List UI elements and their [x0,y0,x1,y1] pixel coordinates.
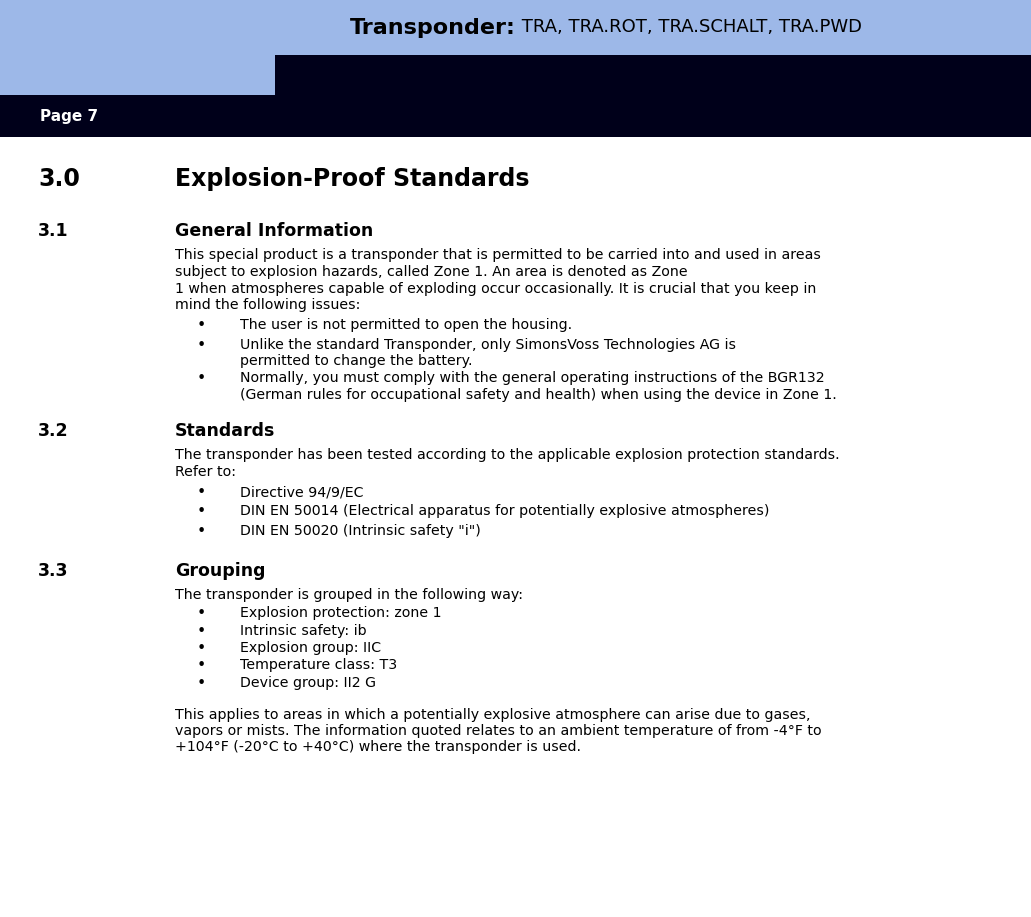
Text: •: • [197,485,206,500]
Text: •: • [197,658,206,673]
Text: •: • [197,624,206,638]
Text: 3.1: 3.1 [38,223,69,240]
Text: This applies to areas in which a potentially explosive atmosphere can arise due : This applies to areas in which a potenti… [175,708,810,722]
Text: Explosion-Proof Standards: Explosion-Proof Standards [175,167,530,191]
Text: The transponder is grouped in the following way:: The transponder is grouped in the follow… [175,588,523,602]
Text: The user is not permitted to open the housing.: The user is not permitted to open the ho… [240,318,572,333]
Text: Directive 94/9/EC: Directive 94/9/EC [240,485,364,499]
Text: DIN EN 50014 (Electrical apparatus for potentially explosive atmospheres): DIN EN 50014 (Electrical apparatus for p… [240,504,769,518]
Text: mind the following issues:: mind the following issues: [175,298,361,312]
Text: Standards: Standards [175,422,275,440]
Text: Explosion protection: zone 1: Explosion protection: zone 1 [240,606,441,620]
Text: Intrinsic safety: ib: Intrinsic safety: ib [240,624,367,637]
Text: vapors or mists. The information quoted relates to an ambient temperature of fro: vapors or mists. The information quoted … [175,724,822,738]
Text: 1 when atmospheres capable of exploding occur occasionally. It is crucial that y: 1 when atmospheres capable of exploding … [175,282,817,295]
Text: •: • [197,606,206,621]
Text: •: • [197,371,206,386]
Text: •: • [197,524,206,539]
Text: 3.3: 3.3 [38,561,68,580]
Text: subject to explosion hazards, called Zone 1. An area is denoted as Zone: subject to explosion hazards, called Zon… [175,265,688,279]
Text: Grouping: Grouping [175,561,266,580]
Text: •: • [197,338,206,353]
Text: 3.2: 3.2 [38,422,69,440]
Text: Transponder:: Transponder: [350,17,516,38]
Bar [0,55,275,95]
Text: TRA, TRA.ROT, TRA.SCHALT, TRA.PWD: TRA, TRA.ROT, TRA.SCHALT, TRA.PWD [516,18,862,37]
Text: Temperature class: T3: Temperature class: T3 [240,658,397,672]
Text: 3.0: 3.0 [38,167,79,191]
Text: Normally, you must comply with the general operating instructions of the BGR132: Normally, you must comply with the gener… [240,371,825,385]
Text: •: • [197,504,206,520]
Text: (German rules for occupational safety and health) when using the device in Zone : (German rules for occupational safety an… [240,388,837,402]
Text: +104°F (-20°C to +40°C) where the transponder is used.: +104°F (-20°C to +40°C) where the transp… [175,741,581,755]
Text: •: • [197,318,206,334]
Text: Device group: II2 G: Device group: II2 G [240,676,376,690]
Text: Unlike the standard Transponder, only SimonsVoss Technologies AG is: Unlike the standard Transponder, only Si… [240,338,736,352]
Text: This special product is a transponder that is permitted to be carried into and u: This special product is a transponder th… [175,249,821,262]
Text: DIN EN 50020 (Intrinsic safety "i"): DIN EN 50020 (Intrinsic safety "i") [240,524,480,538]
Text: The transponder has been tested according to the applicable explosion protection: The transponder has been tested accordin… [175,448,839,462]
Bar [0,95,1031,137]
Text: Explosion group: IIC: Explosion group: IIC [240,641,381,655]
Bar [0,0,1031,55]
Bar [275,55,1031,95]
Text: General Information: General Information [175,223,373,240]
Text: •: • [197,676,206,691]
Text: •: • [197,641,206,656]
Text: Page 7: Page 7 [40,108,98,124]
Text: permitted to change the battery.: permitted to change the battery. [240,355,472,369]
Text: Refer to:: Refer to: [175,465,236,479]
